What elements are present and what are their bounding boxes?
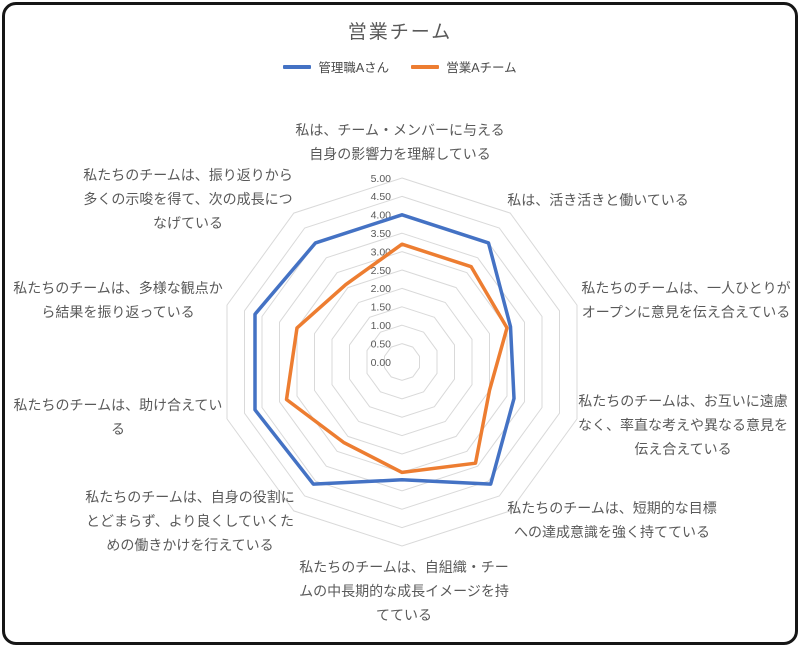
category-label: 私たちのチームは、自身の役割にとどまらず、より良くしていくための働きかけを行えて… [85, 489, 295, 553]
category-label-line: 多くの示唆を得て、次の成長につ [83, 191, 292, 207]
category-label-line: 私は、活き活きと働いている [507, 192, 689, 208]
series-polygon-1 [284, 242, 509, 475]
category-label-line: 私たちのチームは、一人ひとりが [581, 280, 790, 296]
legend-label: 営業Aチーム [446, 61, 517, 75]
category-label-line: る [111, 421, 125, 437]
category-label-line: 伝え合えている [634, 441, 731, 457]
category-label-line: 自身の影響力を理解している [309, 146, 491, 162]
category-label-line: 私たちのチームは、お互いに遠慮 [578, 393, 788, 409]
legend-item: 営業Aチーム [411, 57, 517, 76]
category-label-line: なく、率直な考えや異なる意見を [578, 417, 788, 433]
axis-tick-label: 1.00 [371, 320, 392, 332]
category-label-line: 私たちのチームは、振り返りから [83, 167, 293, 183]
legend-line-swatch [411, 64, 440, 69]
category-label-line: なげている [153, 215, 223, 231]
gridline-ring [279, 232, 525, 492]
category-label: 私は、活き活きと働いている [507, 192, 689, 208]
category-label-line: 私たちのチームは、短期的な目標 [507, 500, 717, 516]
axis-tick-label: 0.00 [371, 357, 392, 369]
chart-title: 営業チーム [347, 22, 453, 43]
category-label-line: 私たちのチームは、助け合えてい [14, 397, 223, 413]
gridline-ring [314, 269, 490, 455]
axis-tick-label: 3.50 [371, 228, 392, 240]
legend-line-swatch [283, 64, 312, 69]
category-label-line: 私たちのチームは、自組織・チー [299, 559, 509, 575]
legend-label: 管理職Aさん [318, 61, 390, 75]
axis-tick-label: 5.00 [371, 173, 392, 185]
axis-tick-label: 2.00 [371, 283, 392, 295]
gridline-ring [349, 306, 455, 418]
gridline-ring [384, 343, 420, 381]
gridline-ring [331, 287, 473, 437]
gridline-ring [261, 214, 543, 510]
axis-tick-label: 4.50 [371, 191, 392, 203]
gridline-ring [296, 251, 508, 473]
axis-tick-label: 0.50 [371, 338, 392, 350]
category-label-line: とどまらず、より良くしていくた [86, 513, 294, 529]
category-label-line: 私たちのチームは、多様な観点か [13, 280, 223, 296]
category-label-line: ムの中長期的な成長イメージを持 [299, 583, 509, 599]
axis-tick-label: 2.50 [371, 265, 392, 277]
legend-item: 管理職Aさん [283, 57, 389, 76]
gridline-ring [366, 324, 438, 400]
category-label-line: めの働きかけを行えている [106, 537, 273, 553]
category-label-line: ら結果を振り返っている [41, 304, 194, 320]
category-label-line: オープンに意見を伝え合えている [582, 304, 790, 320]
gridline-ring [244, 195, 560, 529]
series-polygon-0 [253, 213, 516, 486]
category-label-line: への達成意識を強く持てている [514, 524, 710, 540]
category-label-line: てている [376, 607, 432, 623]
category-label-line: 私は、チーム・メンバーに与える [295, 122, 504, 138]
gridline-ring [226, 177, 578, 547]
chart-legend: 管理職Aさん 営業Aチーム [0, 57, 800, 76]
category-label-line: 私たちのチームは、自身の役割に [85, 489, 295, 505]
radial-axis-tick-labels: 5.004.504.003.503.002.502.001.501.000.50… [371, 173, 392, 369]
axis-tick-label: 1.50 [371, 302, 392, 314]
